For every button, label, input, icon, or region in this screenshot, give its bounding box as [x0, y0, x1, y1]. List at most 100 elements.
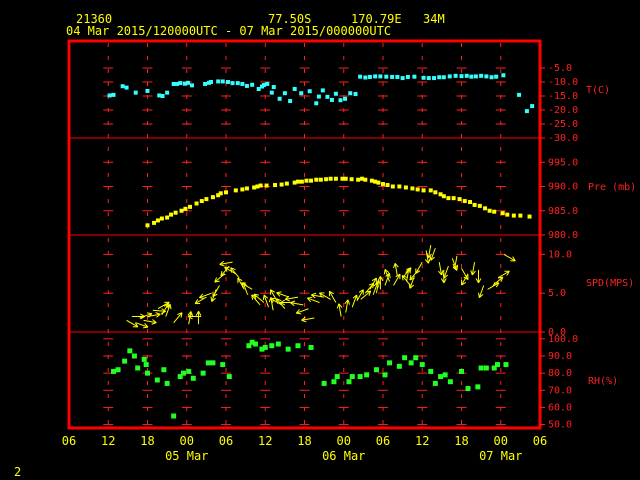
wind-arrow-head [409, 284, 415, 289]
wind-arrow [290, 300, 304, 307]
humidity-point [171, 413, 177, 419]
wind-arrow-head [237, 277, 243, 282]
wind-arrow-shaft [478, 285, 485, 298]
pressure-point [428, 188, 433, 193]
wind-arrow-head [295, 309, 300, 314]
wind-arrow-head [284, 298, 291, 302]
wind-arrow [187, 313, 202, 320]
wind-arrow-shaft [384, 273, 390, 286]
humidity-point [382, 372, 388, 378]
wind-arrow-shaft [161, 303, 169, 316]
humidity-point [154, 377, 160, 383]
wind-arrow-head [424, 259, 429, 264]
wind-arrow-shaft [451, 258, 458, 271]
humidity-point [177, 374, 183, 380]
x-tick-label: 12 [415, 434, 429, 448]
temperature-point [530, 104, 535, 109]
humidity-point [275, 341, 281, 347]
wind-arrow [276, 298, 286, 310]
wind-arrow-shaft [461, 273, 469, 286]
wind-arrow-head [478, 292, 480, 298]
wind-arrow-head [290, 300, 296, 304]
wind-arrow-head [251, 294, 254, 300]
wind-arrow-head [163, 303, 169, 307]
humidity-point [143, 362, 149, 368]
pressure-point [343, 176, 348, 181]
wind-arrow-head [180, 312, 183, 318]
wind-arrow-head [290, 302, 295, 307]
pressure-point [356, 177, 361, 182]
wind-arrow-head [426, 252, 429, 259]
pressure-point [457, 197, 462, 202]
station-latitude: 77.50S [268, 12, 311, 26]
wind-arrow-head [210, 296, 213, 302]
temperature-tick-label: -20.0 [548, 105, 578, 116]
wind-arrow-head [148, 313, 153, 318]
x-day-label: 06 Mar [322, 449, 365, 463]
wind-arrow-shaft [290, 302, 304, 306]
wind-arrow-head [408, 268, 411, 274]
temperature-point [524, 109, 529, 114]
pressure-point [183, 206, 188, 211]
humidity-tick-label: 60.0 [548, 402, 572, 413]
wind-arrow-head [214, 280, 220, 283]
x-day-label: 07 Mar [479, 449, 522, 463]
data-layer [107, 73, 535, 419]
x-tick-label: 00 [494, 434, 508, 448]
wind-arrow-head [475, 278, 479, 284]
wind-arrow-shaft [276, 298, 286, 310]
x-tick-label: 12 [258, 434, 272, 448]
pressure-point [204, 197, 209, 202]
wind-arrow [219, 260, 233, 267]
wind-arrow-shaft [328, 291, 337, 303]
humidity-point [295, 343, 301, 349]
temperature-point [314, 101, 319, 106]
pressure-point [309, 178, 314, 183]
wind-arrow-head [199, 297, 205, 299]
wind-arrow [318, 292, 331, 300]
x-tick-label: 06 [62, 434, 76, 448]
wind-arrow-head [276, 292, 281, 297]
pressure-point [295, 179, 300, 184]
wind-arrow-head [194, 299, 199, 304]
temperature-point [333, 91, 338, 96]
temperature-point [517, 92, 522, 97]
humidity-tick-label: 50.0 [548, 420, 572, 431]
pressure-point [333, 176, 338, 181]
temperature-point [484, 74, 489, 79]
wind-arrow-shaft [438, 262, 443, 276]
wind-arrow-shaft [139, 313, 153, 319]
wind-arrow-shaft [230, 267, 240, 279]
temperature-point [299, 91, 304, 96]
temperature-tick-label: -5.0 [548, 63, 572, 74]
wind-arrow-head [187, 313, 193, 317]
wind-arrow-head [352, 294, 358, 299]
temperature-point [124, 85, 129, 90]
wind-arrow-head [301, 316, 306, 321]
temperature-point [186, 80, 191, 85]
pressure-tick-label: 985.0 [548, 206, 578, 217]
wind-arrow-shaft [157, 301, 170, 310]
wind-arrow-head [470, 270, 473, 276]
temperature-point [453, 73, 458, 78]
wind-arrow-head [371, 277, 377, 282]
pressure-point [468, 200, 473, 205]
temperature-point [111, 92, 116, 97]
pressure-point [255, 184, 260, 189]
temperature-point [244, 83, 249, 88]
wind-arrow-shaft [224, 266, 237, 275]
wind-arrow-head [270, 289, 276, 293]
wind-arrow [135, 322, 149, 329]
wind-arrow [269, 297, 282, 306]
pressure-point [360, 176, 365, 181]
wind-arrow-head [161, 308, 166, 312]
wind-arrow-shaft [375, 280, 380, 294]
wind-arrow-head [301, 319, 307, 323]
wind-arrow-shaft [454, 255, 458, 269]
humidity-tick-label: 100.0 [548, 334, 578, 345]
wind-arrow-shaft [219, 261, 233, 265]
wind-arrow-head [311, 292, 317, 296]
humidity-point [164, 380, 170, 386]
wind-arrow-head [454, 264, 459, 270]
pressure-point [210, 195, 215, 200]
